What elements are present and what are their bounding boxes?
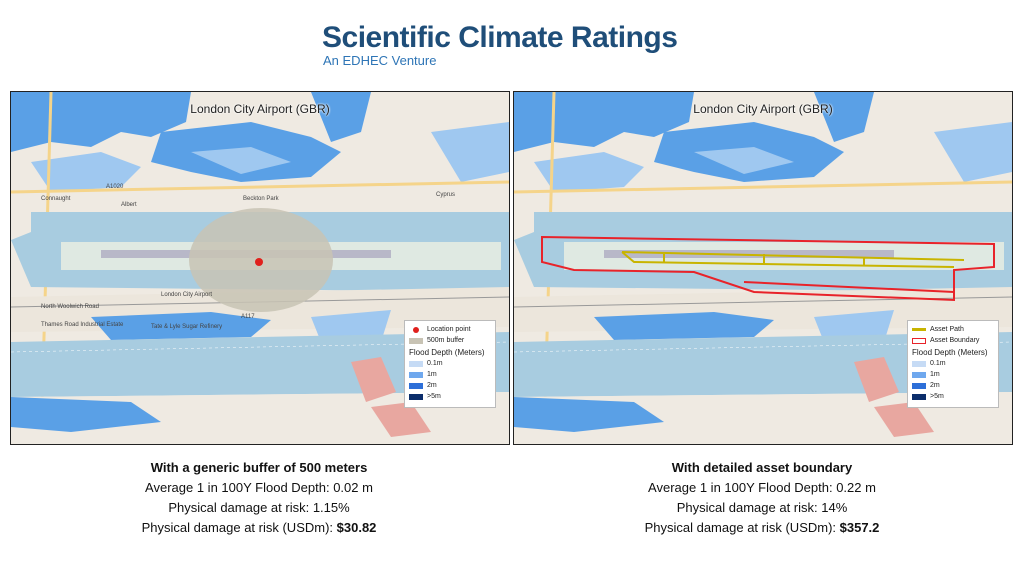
swatch-icon xyxy=(912,360,926,367)
caption-damage-usd-label: Physical damage at risk (USDm): xyxy=(141,520,337,535)
swatch-icon xyxy=(912,393,926,400)
caption-heading: With a generic buffer of 500 meters xyxy=(150,460,368,475)
caption-damage-usd-value: $30.82 xyxy=(336,520,377,535)
swatch-icon xyxy=(912,382,926,389)
legend-label: >5m xyxy=(427,393,441,400)
brand-subtitle: An EDHEC Venture xyxy=(323,53,437,68)
map-label: Tate & Lyle Sugar Refinery xyxy=(151,324,223,330)
map-label: Cyprus xyxy=(436,192,456,198)
map-label: A117 xyxy=(241,314,255,320)
caption-damage-usd: Physical damage at risk (USDm): $30.82 xyxy=(10,518,508,538)
map-basemap xyxy=(11,92,509,444)
brand-title: Scientific Climate Ratings xyxy=(322,21,678,54)
asset-path xyxy=(621,251,965,268)
legend-label: 0.1m xyxy=(427,360,443,367)
caption-flood-depth: Average 1 in 100Y Flood Depth: 0.02 m xyxy=(145,480,373,495)
legend-label: 1m xyxy=(930,371,940,378)
legend-label: 2m xyxy=(427,382,437,389)
location-point-marker[interactable] xyxy=(255,258,263,266)
caption-buffer: With a generic buffer of 500 meters Aver… xyxy=(10,458,508,538)
legend-label: Location point xyxy=(427,326,471,333)
swatch-icon xyxy=(409,360,423,367)
swatch-icon xyxy=(409,371,423,378)
map-label: London City Airport xyxy=(161,292,213,298)
legend-heading: Flood Depth (Meters) xyxy=(912,348,988,357)
map-legend: Asset Path Asset Boundary Flood Depth (M… xyxy=(907,320,999,408)
map-panel-boundary[interactable]: London City Airport (GBR) Asset Path Ass… xyxy=(513,91,1013,445)
swatch-icon xyxy=(409,382,423,389)
map-label: Albert xyxy=(121,202,137,208)
map-title: London City Airport (GBR) xyxy=(190,102,330,116)
caption-damage-usd-value: $357.2 xyxy=(839,520,880,535)
map-label: Beckton Park xyxy=(243,196,279,202)
swatch-icon xyxy=(409,393,423,400)
caption-damage-pct: Physical damage at risk: 1.15% xyxy=(168,500,350,515)
legend-label: Asset Path xyxy=(930,326,964,333)
boundary-swatch-icon xyxy=(912,337,926,344)
map-label: Connaught xyxy=(41,196,71,202)
legend-heading: Flood Depth (Meters) xyxy=(409,348,485,357)
map-basemap xyxy=(514,92,1012,444)
caption-damage-pct: Physical damage at risk: 14% xyxy=(676,500,848,515)
point-swatch-icon xyxy=(413,326,419,333)
legend-label: 2m xyxy=(930,382,940,389)
map-title: London City Airport (GBR) xyxy=(693,102,833,116)
legend-label: 0.1m xyxy=(930,360,946,367)
legend-label: Asset Boundary xyxy=(930,337,980,344)
buffer-swatch-icon xyxy=(409,337,423,344)
caption-heading: With detailed asset boundary xyxy=(671,460,853,475)
caption-flood-depth: Average 1 in 100Y Flood Depth: 0.22 m xyxy=(648,480,876,495)
map-legend: Location point 500m buffer Flood Depth (… xyxy=(404,320,496,408)
map-panel-buffer[interactable]: London City Airport (GBR) Location point… xyxy=(10,91,510,445)
asset-boundary xyxy=(541,235,995,302)
brand-logo: Scientific Climate Ratings An EDHEC Vent… xyxy=(322,21,678,68)
map-label: A1020 xyxy=(106,184,124,190)
caption-damage-usd-label: Physical damage at risk (USDm): xyxy=(644,520,840,535)
legend-label: 500m buffer xyxy=(427,337,465,344)
swatch-icon xyxy=(912,371,926,378)
map-label: North Woolwich Road xyxy=(41,304,99,310)
map-label: Thames Road Industrial Estate xyxy=(41,322,124,328)
path-swatch-icon xyxy=(912,328,926,331)
legend-label: 1m xyxy=(427,371,437,378)
legend-label: >5m xyxy=(930,393,944,400)
caption-damage-usd: Physical damage at risk (USDm): $357.2 xyxy=(513,518,1011,538)
caption-boundary: With detailed asset boundary Average 1 i… xyxy=(513,458,1011,538)
